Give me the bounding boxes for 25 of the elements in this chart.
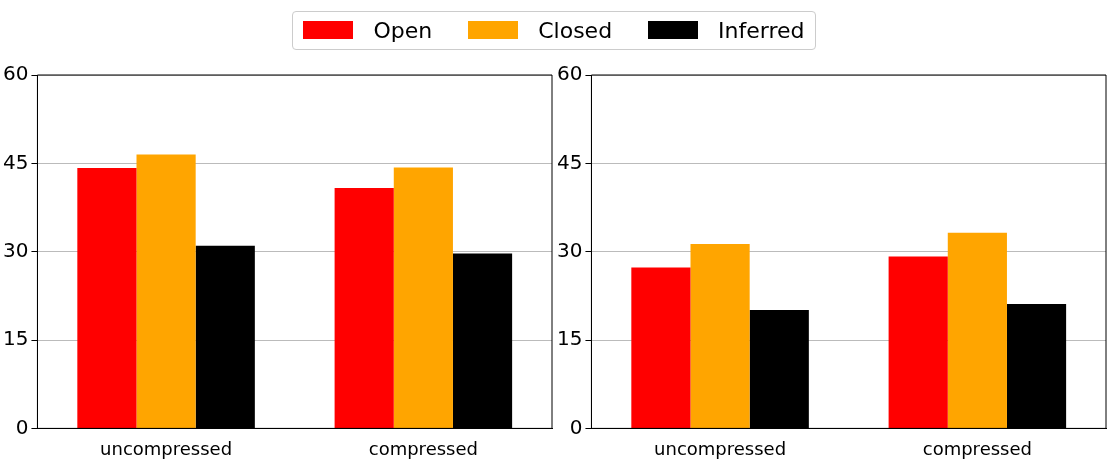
y-tick-label: 45 (3, 149, 29, 174)
y-tick-label: 0 (569, 414, 583, 439)
y-tick-label: 45 (557, 149, 583, 174)
bar (690, 244, 750, 428)
y-tick-label: 30 (3, 237, 29, 262)
bar (136, 154, 196, 428)
bar (888, 256, 948, 428)
legend-label: Inferred (718, 17, 805, 43)
y-tick-label: 15 (557, 326, 583, 351)
x-tick-label: uncompressed (654, 437, 787, 459)
legend-label: Open (373, 17, 433, 43)
bar (947, 232, 1007, 428)
legend-label: Closed (538, 17, 613, 43)
bar (77, 168, 137, 428)
x-tick-label: uncompressed (100, 437, 233, 459)
y-tick-label: 60 (557, 61, 583, 86)
y-tick-label: 30 (557, 237, 583, 262)
x-tick-label: compressed (368, 437, 478, 459)
bar (631, 267, 691, 428)
y-tick-label: 60 (3, 61, 29, 86)
bar (334, 188, 394, 428)
y-tick-label: 0 (15, 414, 29, 439)
x-tick-label: compressed (922, 437, 1032, 459)
y-tick-label: 15 (3, 326, 29, 351)
bar (393, 167, 453, 428)
